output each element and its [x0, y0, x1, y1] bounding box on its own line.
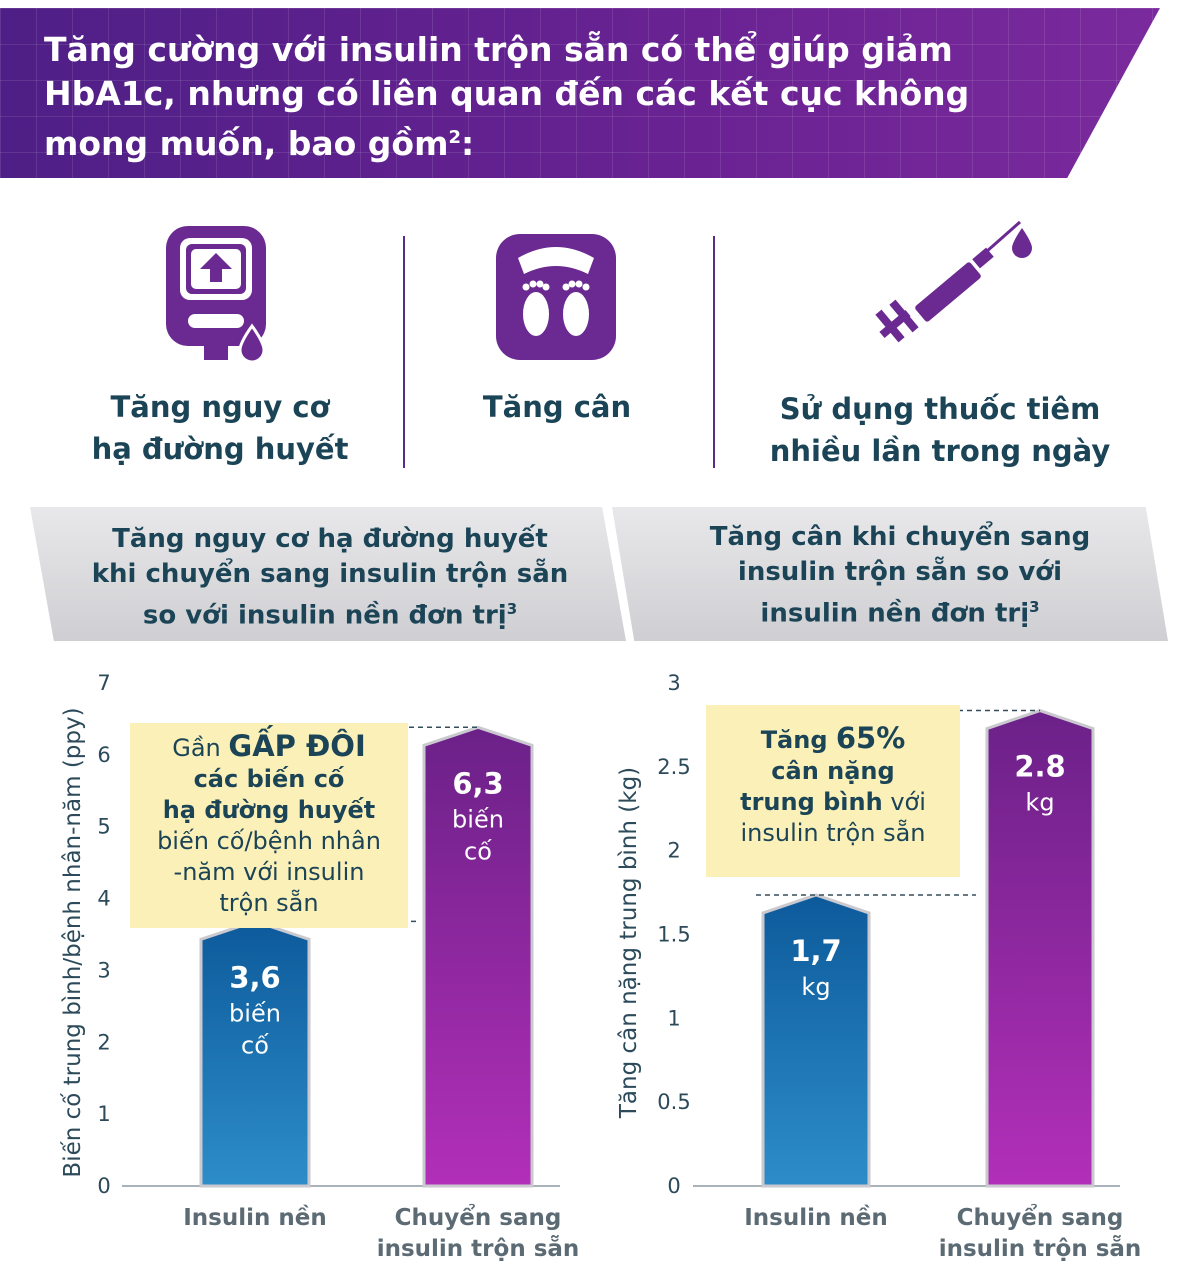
chart2-category-1-1: insulin trộn sẵn — [939, 1235, 1142, 1262]
chart2-title-banner — [612, 507, 1168, 641]
chart1-ytick-6: 6 — [97, 743, 110, 767]
chart1-ytick-0: 0 — [97, 1174, 110, 1198]
chart2-title: Tăng cân khi chuyển sang insulin trộn sẵ… — [709, 522, 1091, 629]
chart2-bar-value-0: 1,7 — [790, 934, 841, 968]
chart1-title: Tăng nguy cơ hạ đường huyết khi chuyển s… — [91, 524, 569, 631]
chart2-bar-1 — [985, 708, 1095, 1188]
banner-grid-pattern — [0, 8, 1160, 178]
chart1-ytick-5: 5 — [97, 815, 110, 839]
chart1-ytick-7: 7 — [97, 671, 110, 695]
header-title: Tăng cường với insulin trộn sẵn có thể g… — [44, 30, 970, 163]
chart1-category-0-0: Insulin nền — [183, 1204, 327, 1231]
chart2-y-axis-title: Tăng cân nặng trung bình (kg) — [616, 767, 642, 1119]
chart1-bar-unit-0-0: biến — [229, 999, 281, 1027]
chart2-category-0-0: Insulin nền — [744, 1204, 888, 1231]
chart2-ytick-4: 2 — [667, 839, 680, 863]
chart1-title-banner — [30, 507, 626, 641]
chart2-ytick-3: 1.5 — [657, 923, 690, 947]
divider-1 — [403, 236, 405, 468]
chart1-bar-unit-1-1: cố — [464, 837, 492, 865]
chart2-ytick-1: 0.5 — [657, 1090, 690, 1114]
chart1-category-1-0: Chuyển sang — [395, 1203, 562, 1231]
chart2-bar-0 — [761, 893, 871, 1188]
chart1-bar-unit-0-1: cố — [241, 1031, 269, 1059]
risk-injections-label: Sử dụng thuốc tiêm nhiều lần trong ngày — [769, 392, 1111, 468]
chart1-ytick-4: 4 — [97, 887, 110, 911]
chart2-bar-unit-0-0: kg — [801, 973, 830, 1001]
chart1-y-axis-title: Biến cố trung bình/bệnh nhân-năm (ppy) — [60, 707, 86, 1177]
chart2-ytick-2: 1 — [667, 1006, 680, 1030]
chart2-bar-value-1: 2.8 — [1014, 750, 1065, 784]
header-title-ref: 2 — [448, 127, 461, 148]
chart1-ytick-2: 2 — [97, 1030, 110, 1054]
chart1-ytick-1: 1 — [97, 1102, 110, 1126]
risk-weight-gain-label: Tăng cân — [482, 390, 632, 424]
chart1-bar-1 — [422, 725, 534, 1188]
header-banner: Tăng cường với insulin trộn sẵn có thể g… — [0, 8, 1160, 178]
risk-hypoglycemia-label: Tăng nguy cơ hạ đường huyết — [91, 390, 349, 466]
chart1-bar-unit-1-0: biến — [452, 805, 504, 833]
divider-2 — [713, 236, 715, 468]
chart2-category-1-0: Chuyển sang — [957, 1203, 1124, 1231]
chart2-ytick-0: 0 — [667, 1174, 680, 1198]
chart1-category-1-1: insulin trộn sẵn — [377, 1235, 580, 1262]
chart2-ytick-5: 2.5 — [657, 755, 690, 779]
syringe-icon — [875, 220, 1032, 343]
chart1-ytick-3: 3 — [97, 958, 110, 982]
weight-scale-icon — [496, 234, 616, 360]
chart2-callout: Tăng 65% cân nặng trung bình với insulin… — [706, 705, 960, 877]
chart1-callout: Gần GẤP ĐÔI các biến cố hạ đường huyết b… — [130, 723, 408, 928]
chart1-bar-value-0: 3,6 — [229, 960, 280, 994]
chart1-bar-value-1: 6,3 — [452, 766, 503, 800]
chart2-bar-unit-1-0: kg — [1025, 789, 1054, 817]
chart2-ytick-6: 3 — [667, 671, 680, 695]
glucose-meter-icon — [166, 226, 266, 364]
chart1-bar-0 — [199, 919, 311, 1188]
